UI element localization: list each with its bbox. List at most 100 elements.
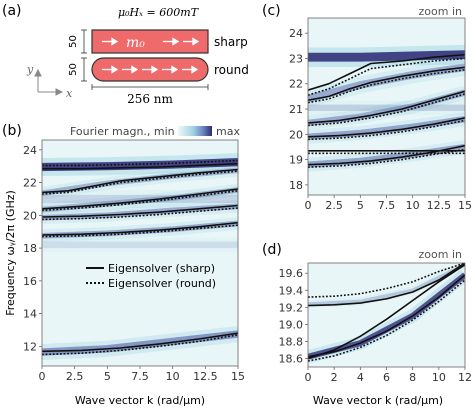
x-tick-label: 6 bbox=[383, 371, 390, 384]
x-tick-label: 0 bbox=[305, 371, 312, 384]
shape-round-label: round bbox=[214, 63, 249, 77]
y-tick-label: 19.2 bbox=[279, 301, 304, 314]
x-tick-label: 12 bbox=[458, 371, 472, 384]
colorbar-min-label: Fourier magn., min bbox=[70, 125, 175, 138]
panel-a-label: (a) bbox=[2, 3, 22, 19]
eigensolver-sharp-line bbox=[308, 90, 465, 124]
eigensolver-round-line bbox=[42, 334, 238, 356]
coordinate-axes bbox=[34, 68, 64, 96]
x-tick-label: 7.5 bbox=[378, 199, 396, 212]
colorbar-max-label: max bbox=[216, 125, 240, 138]
eigensolver-round-line bbox=[42, 159, 238, 167]
colorbar bbox=[178, 126, 212, 136]
spectrum-halo bbox=[42, 164, 238, 200]
x-tick-label: 12.5 bbox=[193, 370, 218, 383]
y-tick-label: 22 bbox=[23, 177, 37, 190]
x-tick-label: 10 bbox=[406, 199, 420, 212]
panel-b-label: (b) bbox=[2, 123, 22, 139]
eigensolver-round-line bbox=[308, 93, 465, 127]
y-tick-label: 20 bbox=[289, 128, 303, 141]
axes-c: 0 2.5 5 7.5 10 12.5 15 18 19 20 21 22 23 24 bbox=[289, 17, 472, 212]
spectrum-band bbox=[308, 263, 465, 306]
panel-c-label: (c) bbox=[262, 3, 281, 19]
y-tick-label: 24 bbox=[289, 27, 303, 40]
y-tick-label: 23 bbox=[289, 52, 303, 65]
x-tick-label: 2.5 bbox=[325, 199, 343, 212]
x-tick-label: 2.5 bbox=[66, 370, 84, 383]
x-tick-label: 10 bbox=[166, 370, 180, 383]
spectrum-band bbox=[42, 167, 238, 197]
shape-sharp-label: sharp bbox=[214, 35, 248, 49]
spectrum-halo bbox=[308, 263, 465, 308]
eigensolver-sharp-line bbox=[42, 204, 238, 218]
x-tick-label: 12.5 bbox=[427, 199, 452, 212]
y-tick-label: 18.8 bbox=[279, 335, 304, 348]
eigensolver-sharp-line bbox=[308, 274, 465, 358]
y-tick-label: 22 bbox=[289, 78, 303, 91]
magnetization-arrows-sharp bbox=[102, 37, 200, 46]
eigensolver-round-line bbox=[308, 263, 465, 298]
eigen-lines-d bbox=[308, 263, 465, 362]
x-tick-label: 7.5 bbox=[131, 370, 149, 383]
eigensolver-round-line bbox=[308, 119, 465, 141]
x-axis-label-b: Wave vector k (rad/µm) bbox=[75, 394, 205, 407]
y-tick-label: 16 bbox=[23, 275, 37, 288]
y-tick-label: 24 bbox=[23, 144, 37, 157]
eigensolver-sharp-line bbox=[308, 53, 465, 91]
panel-b: (b) Fourier magn., min max 0 2.5 5 7.5 10 12.… bbox=[2, 123, 245, 407]
y-tick-label: 21 bbox=[289, 103, 303, 116]
y-tick-label: 19.6 bbox=[279, 267, 304, 280]
x-tick-label: 15 bbox=[231, 370, 245, 383]
axis-y-label: y bbox=[26, 63, 34, 76]
eigensolver-sharp-line bbox=[308, 117, 465, 138]
eigensolver-sharp-line bbox=[308, 263, 465, 307]
eigensolver-round-line bbox=[42, 207, 238, 221]
height-top-label: 50 bbox=[68, 35, 79, 48]
height-dimension-lines bbox=[81, 29, 87, 82]
x-axis-label-d: Wave vector k (rad/µm) bbox=[313, 394, 443, 407]
x-tick-label: 4 bbox=[357, 371, 364, 384]
eigensolver-round-line bbox=[42, 170, 238, 195]
eigensolver-round-line bbox=[308, 69, 465, 104]
eigensolver-round-line bbox=[42, 224, 238, 238]
axes-b: 0 2.5 5 7.5 10 12.5 15 12 14 16 18 20 22 24 bbox=[23, 139, 245, 383]
x-tick-label: 5 bbox=[104, 370, 111, 383]
panel-a: (a) μ₀Hₓ = 600mT m₀ sharp round 50 50 bbox=[2, 3, 249, 106]
y-tick-label: 12 bbox=[23, 340, 37, 353]
eigensolver-round-line bbox=[308, 57, 465, 96]
x-tick-label: 15 bbox=[458, 199, 472, 212]
legend-sharp-label: Eigensolver (sharp) bbox=[108, 262, 215, 275]
y-tick-label: 14 bbox=[23, 308, 37, 321]
x-tick-label: 0 bbox=[39, 370, 46, 383]
eigensolver-sharp-line bbox=[308, 66, 465, 101]
legend: Eigensolver (sharp) Eigensolver (round) bbox=[86, 262, 216, 290]
y-tick-label: 20 bbox=[23, 209, 37, 222]
y-tick-label: 18 bbox=[289, 179, 303, 192]
y-tick-label: 19.0 bbox=[279, 318, 304, 331]
y-axis-label-b: Frequency ωᵧ/2π (GHz) bbox=[4, 190, 17, 316]
spectrum-band bbox=[308, 50, 465, 62]
eigensolver-round-line bbox=[308, 279, 465, 362]
magnetization-arrows-round bbox=[102, 65, 199, 74]
spectrum-band bbox=[42, 158, 238, 172]
axis-x-label: x bbox=[66, 87, 73, 100]
zoom-in-label-d: zoom in bbox=[419, 248, 463, 261]
width-dimension-line bbox=[91, 84, 209, 90]
legend-round-label: Eigensolver (round) bbox=[108, 277, 216, 290]
y-tick-label: 19.4 bbox=[279, 284, 304, 297]
field-label: μ₀Hₓ = 600mT bbox=[118, 6, 200, 19]
sharp-strip bbox=[91, 29, 209, 54]
x-tick-label: 2 bbox=[331, 371, 338, 384]
eigen-lines-c bbox=[308, 53, 465, 168]
y-tick-label: 18 bbox=[23, 242, 37, 255]
eigensolver-sharp-line bbox=[42, 221, 238, 236]
eigensolver-sharp-line bbox=[42, 188, 238, 210]
panel-c: 0 2.5 5 7.5 10 12.5 15 18 19 20 21 22 23 24 (c) zoom … bbox=[262, 3, 472, 212]
x-tick-label: 8 bbox=[409, 371, 416, 384]
spectrum-map-b bbox=[42, 140, 238, 366]
axes-d: 0 2 4 6 8 10 12 18.6 18.8 19.0 19.2 19.4 19.6 bbox=[279, 262, 472, 384]
eigensolver-round-line bbox=[42, 190, 238, 212]
width-label: 256 nm bbox=[127, 92, 173, 106]
eigensolver-sharp-line bbox=[42, 332, 238, 353]
